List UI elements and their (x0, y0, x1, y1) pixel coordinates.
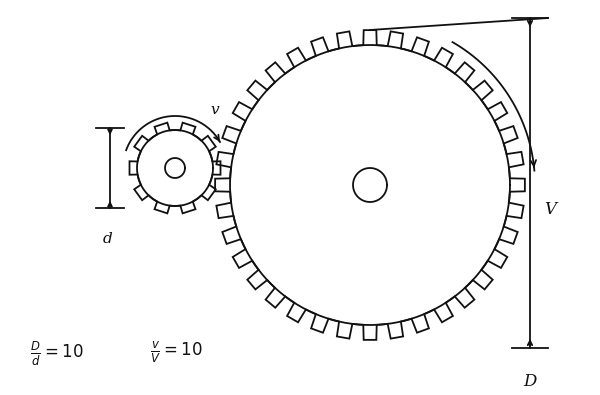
Text: D: D (523, 373, 536, 390)
Text: d: d (103, 232, 113, 246)
Text: $\frac{v}{V} = 10$: $\frac{v}{V} = 10$ (150, 340, 202, 365)
Text: $\frac{D}{d} = 10$: $\frac{D}{d} = 10$ (30, 340, 83, 368)
Text: v: v (211, 103, 220, 117)
Text: V: V (544, 201, 556, 218)
